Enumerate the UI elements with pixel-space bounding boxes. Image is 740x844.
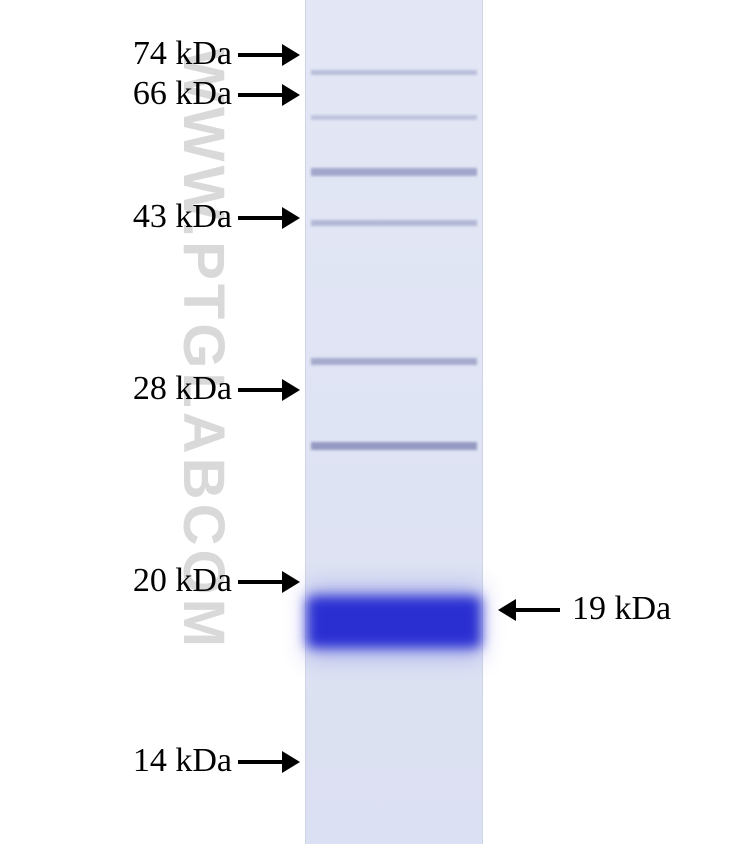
mw-label-20-kDa: 20 kDa — [133, 562, 232, 600]
sample-arrow — [498, 599, 560, 621]
faint-band-5 — [311, 442, 477, 450]
faint-band-0 — [311, 70, 477, 75]
gel-lane — [305, 0, 483, 844]
gel-figure: WWW.PTGLABCOM 74 kDa66 kDa43 kDa28 kDa20… — [0, 0, 740, 844]
faint-band-1 — [311, 115, 477, 120]
faint-band-4 — [311, 358, 477, 365]
faint-band-3 — [311, 220, 477, 226]
mw-label-14-kDa: 14 kDa — [133, 742, 232, 780]
main-protein-band — [307, 596, 481, 648]
faint-band-2 — [311, 168, 477, 176]
mw-label-43-kDa: 43 kDa — [133, 198, 232, 236]
mw-label-66-kDa: 66 kDa — [133, 75, 232, 113]
mw-label-74-kDa: 74 kDa — [133, 35, 232, 73]
sample-mw-label: 19 kDa — [572, 590, 671, 628]
mw-label-28-kDa: 28 kDa — [133, 370, 232, 408]
